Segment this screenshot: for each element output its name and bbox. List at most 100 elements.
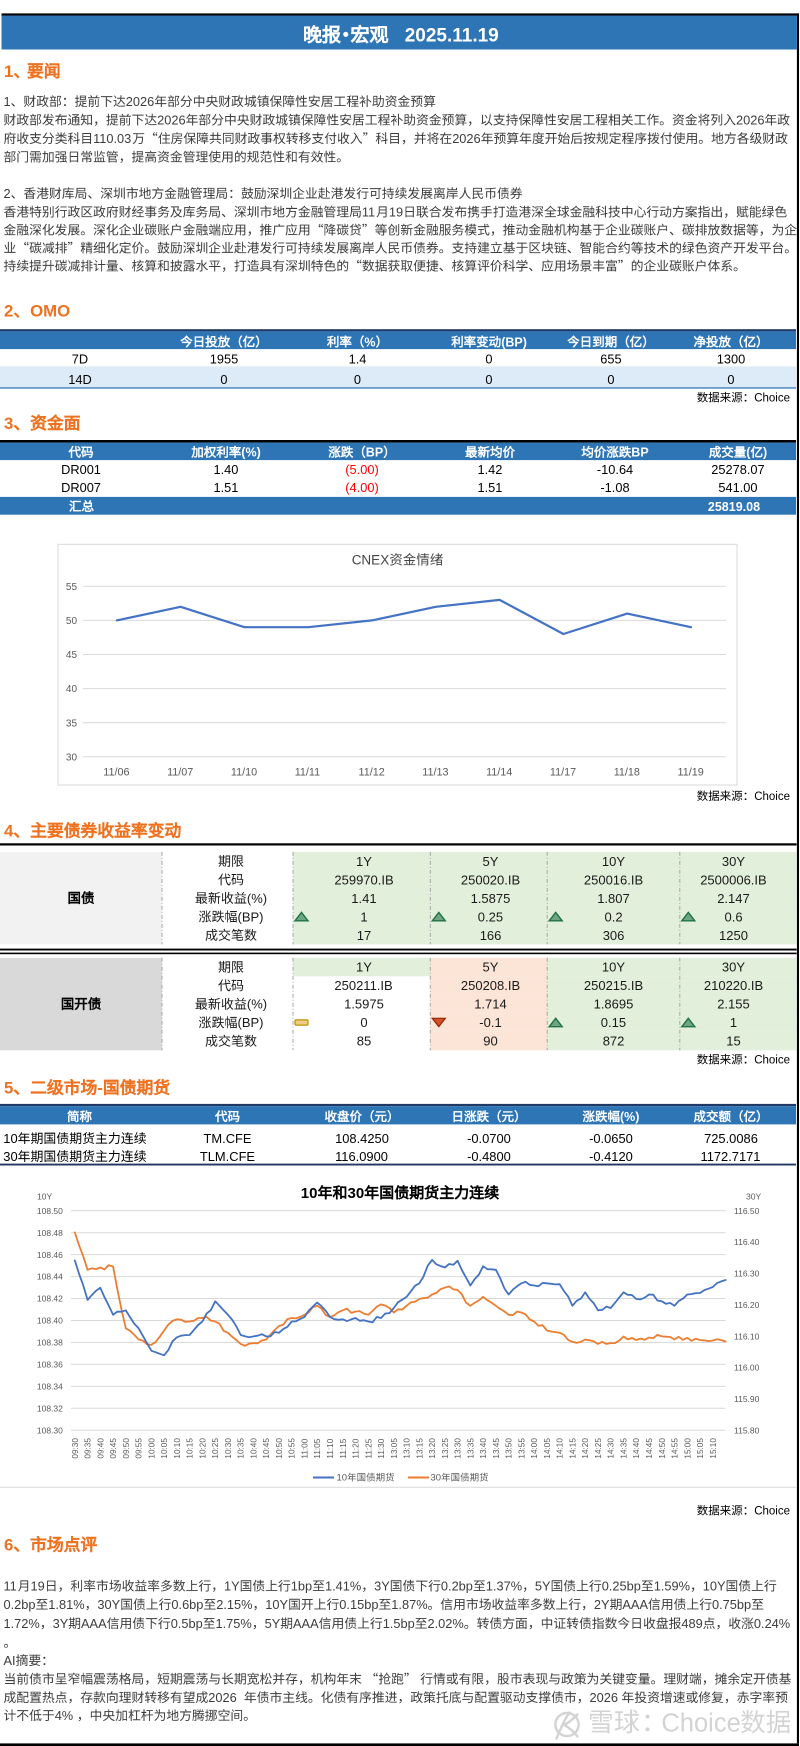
svg-text:108.34: 108.34 — [37, 1381, 63, 1391]
svg-text:OMO: OMO — [30, 302, 70, 321]
svg-text:2026: 2026 — [157, 113, 185, 128]
svg-text:30: 30 — [3, 1149, 17, 1164]
svg-text:09:50: 09:50 — [122, 1438, 131, 1459]
svg-text:108.42: 108.42 — [37, 1294, 63, 1304]
svg-text:11/18: 11/18 — [614, 767, 640, 779]
svg-text:10:35: 10:35 — [237, 1438, 246, 1459]
svg-text:(4.00): (4.00) — [345, 480, 378, 495]
svg-text:09:45: 09:45 — [109, 1438, 118, 1459]
svg-text:250020.IB: 250020.IB — [461, 872, 520, 887]
svg-text:541.00: 541.00 — [718, 480, 757, 495]
svg-text:DR001: DR001 — [61, 462, 101, 477]
svg-text:655: 655 — [600, 352, 621, 367]
svg-text:AAA: AAA — [293, 1616, 319, 1631]
svg-text:11:15: 11:15 — [339, 1438, 348, 1458]
svg-text:25278.07: 25278.07 — [711, 462, 764, 477]
svg-text:TLM.CFE: TLM.CFE — [200, 1149, 256, 1164]
svg-text:2.147: 2.147 — [717, 891, 750, 906]
svg-text:116.10: 116.10 — [734, 1331, 760, 1341]
svg-text:0: 0 — [220, 372, 227, 387]
svg-text:15:05: 15:05 — [696, 1438, 705, 1459]
svg-text:Choice: Choice — [754, 1506, 790, 1518]
svg-text:14D: 14D — [68, 372, 91, 387]
svg-text:110.03: 110.03 — [93, 131, 131, 146]
svg-text:1.87%: 1.87% — [391, 1597, 427, 1612]
svg-text:0.15: 0.15 — [601, 1015, 626, 1030]
svg-text:3Y: 3Y — [374, 1579, 390, 1594]
svg-text:2: 2 — [4, 186, 11, 201]
svg-text:14:35: 14:35 — [620, 1438, 629, 1459]
svg-text:6: 6 — [4, 1536, 13, 1555]
svg-text:2026: 2026 — [208, 1690, 236, 1705]
svg-text:0.2bp: 0.2bp — [4, 1597, 36, 1612]
svg-text:%: % — [364, 335, 375, 349]
svg-text:19: 19 — [389, 205, 403, 220]
svg-text:2.02%: 2.02% — [428, 1616, 464, 1631]
svg-text:55: 55 — [66, 582, 78, 593]
svg-text:1Y: 1Y — [224, 1579, 240, 1594]
svg-text:0.2: 0.2 — [605, 909, 623, 924]
svg-text:30Y: 30Y — [97, 1597, 120, 1612]
svg-text:1.8695: 1.8695 — [594, 997, 634, 1012]
svg-text:13:40: 13:40 — [479, 1438, 488, 1459]
svg-text:DR007: DR007 — [61, 480, 101, 495]
svg-text:108.50: 108.50 — [37, 1206, 63, 1216]
svg-text:Choice: Choice — [754, 1055, 790, 1067]
svg-text:Choice: Choice — [754, 791, 790, 803]
svg-text:-0.1: -0.1 — [479, 1015, 501, 1030]
svg-text:1.5875: 1.5875 — [471, 891, 511, 906]
svg-text:0.25bp: 0.25bp — [602, 1579, 641, 1594]
svg-text:108.32: 108.32 — [37, 1403, 63, 1413]
svg-text:250016.IB: 250016.IB — [584, 872, 643, 887]
svg-text:872: 872 — [603, 1034, 625, 1049]
svg-text:1bp: 1bp — [291, 1579, 312, 1594]
svg-text:108.30: 108.30 — [37, 1425, 63, 1435]
svg-text:14:40: 14:40 — [632, 1438, 641, 1459]
svg-text:10:25: 10:25 — [211, 1438, 220, 1459]
svg-text:108.40: 108.40 — [37, 1316, 63, 1326]
svg-text:11: 11 — [4, 1579, 17, 1594]
svg-text:4%: 4% — [55, 1708, 73, 1723]
svg-text:(%): (%) — [241, 446, 260, 460]
svg-text:11/13: 11/13 — [422, 767, 448, 779]
svg-text:1.807: 1.807 — [597, 891, 630, 906]
svg-text:108.36: 108.36 — [37, 1360, 63, 1370]
svg-text:85: 85 — [357, 1034, 371, 1049]
svg-text:7D: 7D — [72, 352, 88, 367]
svg-text:115.80: 115.80 — [734, 1425, 760, 1435]
svg-text:13:45: 13:45 — [492, 1438, 501, 1459]
svg-text:Choice: Choice — [661, 1709, 740, 1737]
svg-text:0.6: 0.6 — [725, 909, 743, 924]
svg-text:2026: 2026 — [452, 131, 480, 146]
svg-text:14:20: 14:20 — [581, 1438, 590, 1459]
svg-text:-0.0700: -0.0700 — [467, 1131, 511, 1146]
svg-text:11: 11 — [362, 205, 375, 220]
svg-text:15:10: 15:10 — [709, 1438, 718, 1459]
svg-text:0: 0 — [485, 372, 492, 387]
svg-text:3: 3 — [4, 414, 13, 433]
svg-text:1.51: 1.51 — [478, 480, 503, 495]
svg-text:10:55: 10:55 — [288, 1438, 297, 1459]
svg-text:116.30: 116.30 — [734, 1269, 760, 1279]
svg-text:17: 17 — [357, 928, 371, 943]
svg-text:1.37%: 1.37% — [486, 1579, 522, 1594]
svg-text:2: 2 — [4, 302, 13, 321]
svg-text:10: 10 — [337, 1473, 348, 1484]
svg-text:1.75%: 1.75% — [216, 1616, 252, 1631]
svg-text:0.15bp: 0.15bp — [339, 1597, 378, 1612]
svg-text:116.40: 116.40 — [734, 1237, 760, 1247]
svg-text:14:10: 14:10 — [556, 1438, 565, 1459]
svg-text:4: 4 — [4, 822, 14, 841]
svg-text:30: 30 — [431, 1473, 442, 1484]
svg-text:1: 1 — [4, 94, 11, 109]
svg-text:-0.0650: -0.0650 — [589, 1131, 633, 1146]
svg-text:10Y: 10Y — [37, 1192, 52, 1202]
svg-text:13:25: 13:25 — [441, 1438, 450, 1459]
svg-text:10Y: 10Y — [265, 1597, 288, 1612]
svg-text:(: ( — [746, 446, 751, 460]
svg-text:10Y: 10Y — [602, 854, 625, 869]
svg-text:BP: BP — [366, 446, 383, 460]
svg-text:0.5bp: 0.5bp — [171, 1616, 203, 1631]
svg-text:116.00: 116.00 — [734, 1363, 760, 1373]
svg-text:166: 166 — [480, 928, 502, 943]
